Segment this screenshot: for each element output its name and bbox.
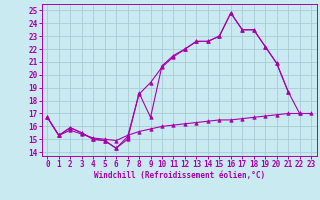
X-axis label: Windchill (Refroidissement éolien,°C): Windchill (Refroidissement éolien,°C) [94,171,265,180]
